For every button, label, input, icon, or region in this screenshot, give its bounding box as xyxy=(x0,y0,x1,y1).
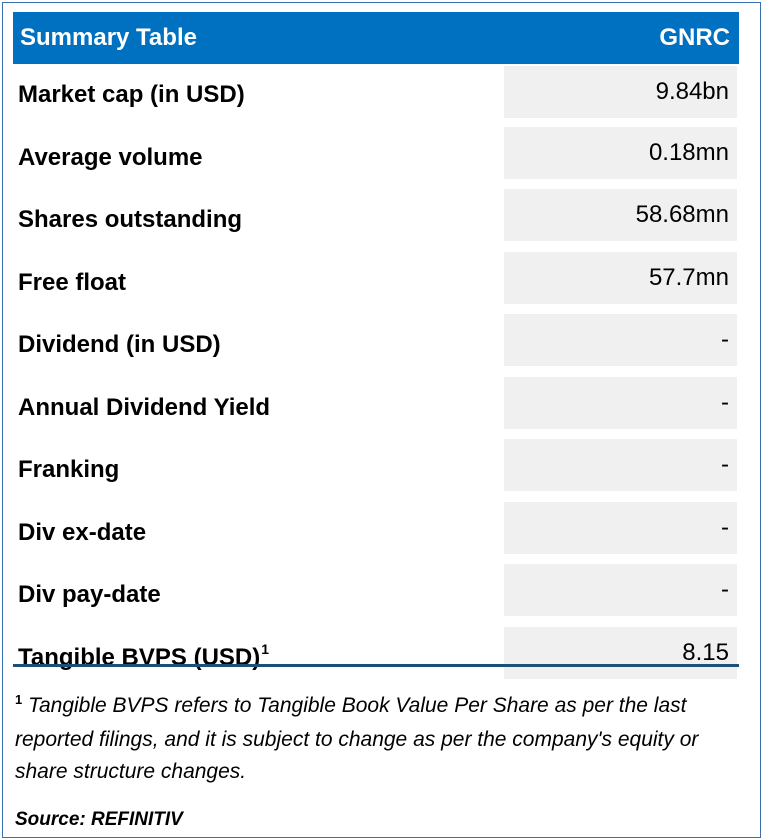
row-value: 58.68mn xyxy=(504,189,737,241)
row-label: Free float xyxy=(18,268,127,296)
header-ticker: GNRC xyxy=(659,24,730,51)
row-value: 57.7mn xyxy=(504,251,737,304)
header-title: Summary Table xyxy=(20,24,197,51)
table-row: Average volume 0.18mn xyxy=(13,126,739,190)
table-row: Shares outstanding 58.68mn xyxy=(13,189,739,252)
footnote-marker: 1 xyxy=(15,692,23,707)
row-value: - xyxy=(504,564,737,616)
row-value: 0.18mn xyxy=(504,126,737,179)
row-value: - xyxy=(504,439,737,491)
footnote-reference: 1 xyxy=(261,640,270,657)
row-label: Shares outstanding xyxy=(18,206,243,234)
row-label: Div pay-date xyxy=(18,581,161,609)
row-label: Average volume xyxy=(18,143,203,171)
row-value: 9.84bn xyxy=(504,66,737,118)
table-header: Summary Table GNRC xyxy=(13,12,739,64)
table-row: Dividend (in USD) - xyxy=(13,314,739,377)
source-credit: Source: REFINITIV xyxy=(15,809,183,830)
table-row: Franking - xyxy=(13,439,739,502)
footnote-text: Tangible BVPS refers to Tangible Book Va… xyxy=(15,694,699,783)
table-row: Free float 57.7mn xyxy=(13,251,739,315)
row-value: 8.15 xyxy=(504,626,737,679)
row-value: - xyxy=(504,501,737,554)
table-body: Market cap (in USD) 9.84bn Average volum… xyxy=(13,64,739,689)
row-label: Dividend (in USD) xyxy=(18,331,221,359)
table-bottom-rule xyxy=(13,664,739,667)
table-row: Div ex-date - xyxy=(13,501,739,565)
table-row: Tangible BVPS (USD) 1 8.15 xyxy=(13,626,739,690)
row-value: - xyxy=(504,376,737,429)
row-value: - xyxy=(504,314,737,366)
row-label-with-note: Tangible BVPS (USD) 1 xyxy=(18,627,269,690)
row-label: Annual Dividend Yield xyxy=(18,393,271,421)
footnote: 1 Tangible BVPS refers to Tangible Book … xyxy=(15,690,745,788)
row-label: Div ex-date xyxy=(18,518,147,546)
row-label-text: Tangible BVPS (USD) xyxy=(18,643,261,671)
table-row: Market cap (in USD) 9.84bn xyxy=(13,64,739,127)
row-label: Franking xyxy=(18,456,120,484)
table-row: Div pay-date - xyxy=(13,564,739,627)
row-label: Market cap (in USD) xyxy=(18,81,245,109)
table-row: Annual Dividend Yield - xyxy=(13,376,739,440)
